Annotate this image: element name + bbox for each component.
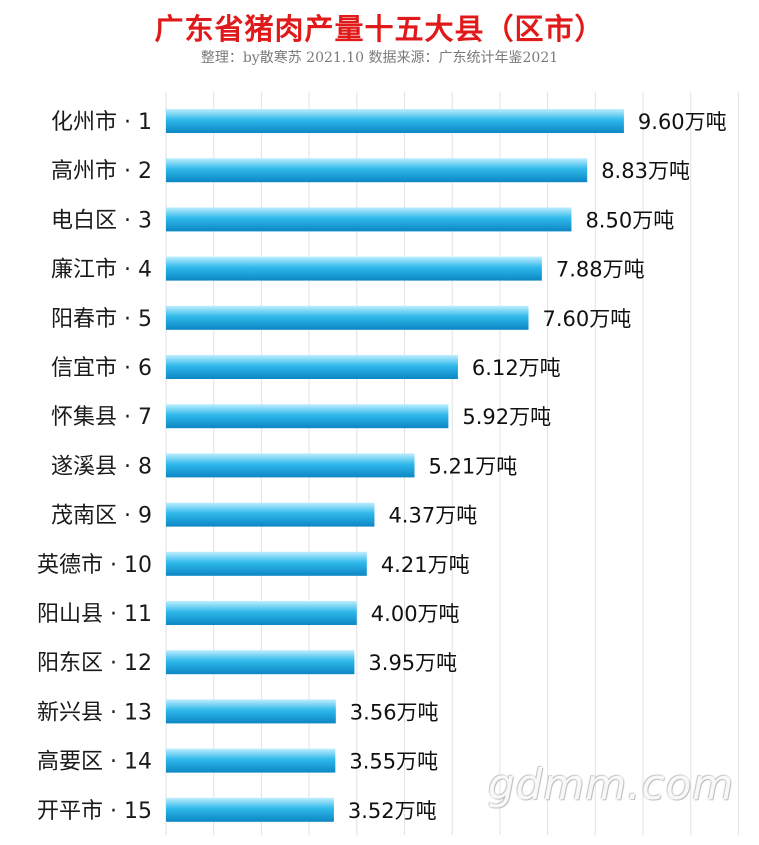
value-label: 7.60万吨	[543, 307, 632, 331]
category-label: 高要区 · 14	[37, 750, 152, 775]
chart-subtitle: 整理：by散寒苏 2021.10 数据来源：广东统计年鉴2021	[200, 50, 559, 66]
value-label: 8.83万吨	[601, 159, 690, 183]
category-label: 信宜市 · 6	[51, 356, 152, 381]
value-label: 4.37万吨	[388, 504, 477, 528]
chart-title: 广东省猪肉产量十五大县（区市）	[154, 12, 605, 46]
value-label: 6.12万吨	[472, 356, 561, 380]
value-label: 9.60万吨	[638, 110, 727, 134]
bar	[166, 699, 336, 724]
category-label: 新兴县 · 13	[37, 700, 152, 725]
bar	[166, 748, 336, 773]
category-label: 廉江市 · 4	[51, 258, 152, 283]
bar	[166, 355, 458, 379]
value-label: 5.92万吨	[462, 405, 551, 429]
category-label: 阳东区 · 12	[37, 651, 152, 676]
value-label: 4.21万吨	[381, 553, 470, 577]
category-label: 英德市 · 10	[37, 553, 152, 578]
bar	[166, 601, 357, 625]
value-label: 5.21万吨	[429, 454, 518, 478]
value-label: 7.88万吨	[556, 258, 645, 282]
bar	[166, 158, 588, 183]
category-label: 电白区 · 3	[51, 208, 152, 233]
bar	[166, 502, 375, 527]
category-label: 化州市 · 1	[51, 110, 152, 135]
bar	[166, 404, 449, 429]
category-label: 开平市 · 15	[37, 799, 152, 824]
value-label: 3.52万吨	[348, 799, 437, 823]
category-label: 茂南区 · 9	[51, 504, 152, 529]
category-label: 阳春市 · 5	[51, 307, 152, 332]
bar	[166, 453, 415, 478]
bar	[166, 256, 542, 281]
category-label: 怀集县 · 7	[51, 405, 152, 430]
bar	[166, 109, 624, 133]
value-label: 3.55万吨	[349, 750, 438, 774]
bar	[166, 650, 355, 675]
bar	[166, 797, 334, 822]
category-label: 阳山县 · 11	[37, 602, 152, 627]
bar	[166, 207, 572, 232]
category-label: 遂溪县 · 8	[51, 454, 152, 479]
value-label: 4.00万吨	[371, 602, 460, 626]
bar	[166, 551, 367, 576]
bar	[166, 305, 529, 330]
value-label: 8.50万吨	[585, 208, 674, 232]
watermark: gdmm.com	[488, 760, 735, 809]
value-label: 3.56万吨	[350, 700, 439, 724]
category-label: 高州市 · 2	[51, 159, 152, 184]
value-label: 3.95万吨	[368, 651, 457, 675]
